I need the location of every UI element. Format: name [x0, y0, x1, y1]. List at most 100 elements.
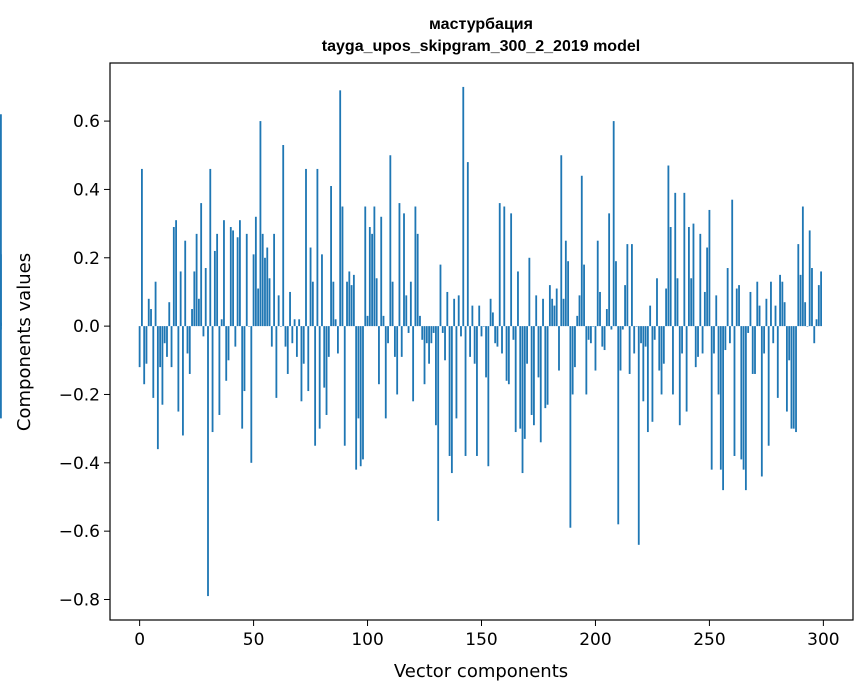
- bar-158: [498, 203, 501, 327]
- bar-297: [815, 319, 818, 327]
- bar-286: [790, 326, 793, 429]
- bar-225: [651, 326, 654, 422]
- bar-28: [202, 326, 205, 337]
- bar-119: [409, 281, 412, 327]
- bar-146: [471, 305, 474, 327]
- bar-213: [624, 285, 626, 327]
- bar-201: [596, 240, 599, 327]
- bar-11: [163, 326, 166, 344]
- bar-202: [599, 291, 601, 327]
- bar-198: [589, 326, 592, 344]
- bar-17: [177, 326, 180, 412]
- bar-107: [382, 315, 385, 327]
- bar-1: [141, 168, 143, 327]
- bar-142: [462, 86, 465, 327]
- bar-185: [560, 155, 563, 327]
- bar-290: [799, 274, 802, 327]
- bar-102: [371, 233, 374, 327]
- bar-169: [523, 326, 526, 439]
- bar-71: [300, 326, 303, 402]
- bar-66: [289, 291, 291, 327]
- bar-111: [391, 281, 394, 327]
- bar-137: [450, 326, 453, 474]
- bar-99: [364, 206, 367, 327]
- bar-2: [143, 326, 146, 385]
- bar-240: [685, 326, 688, 412]
- bar-187: [564, 240, 567, 327]
- x-tick-label: 0: [134, 630, 145, 650]
- bar-234: [672, 326, 674, 395]
- y-tick-label: −0.8: [59, 590, 100, 610]
- bar-3: [145, 326, 148, 364]
- bar-230: [662, 326, 665, 364]
- bar-278: [772, 326, 775, 344]
- bar-208: [612, 121, 615, 327]
- bar-161: [505, 326, 508, 381]
- bar-105: [378, 326, 380, 385]
- x-tick-label: 100: [351, 630, 383, 650]
- bar-126: [425, 326, 428, 344]
- bar-261: [733, 326, 736, 456]
- bar-268: [749, 291, 752, 327]
- bar-53: [259, 121, 262, 327]
- bar-108: [384, 326, 387, 419]
- bar-250: [708, 209, 711, 327]
- bar-270: [754, 326, 756, 374]
- bar-220: [640, 326, 642, 344]
- y-tick-label: 0.6: [73, 112, 100, 132]
- bar-34: [216, 233, 219, 327]
- bars-layer: [0, 86, 822, 597]
- bar-104: [375, 278, 378, 327]
- bar-154: [489, 298, 492, 327]
- bar-14: [170, 326, 173, 368]
- bar-30: [207, 326, 209, 597]
- chart-title-line-2: tayga_upos_skipgram_300_2_2019 model: [322, 38, 640, 55]
- bar-178: [544, 326, 547, 409]
- bar-226: [653, 326, 656, 340]
- bar-266: [744, 326, 747, 491]
- bar-271: [756, 281, 759, 327]
- bar-282: [781, 281, 784, 327]
- bar-7: [154, 281, 157, 327]
- bar-106: [380, 216, 383, 327]
- bar-214: [626, 244, 629, 327]
- bar-236: [676, 278, 679, 327]
- bar-68: [293, 319, 296, 327]
- bar-145: [469, 326, 472, 357]
- bar-294: [808, 230, 811, 327]
- bar-245: [697, 326, 699, 357]
- bar-260: [731, 199, 734, 327]
- bar-168: [521, 326, 524, 474]
- bar-222: [644, 326, 647, 347]
- bar-143: [464, 326, 467, 456]
- bar-95: [355, 326, 358, 470]
- bar-127: [428, 326, 430, 364]
- bar-47: [245, 233, 248, 327]
- bar-116: [403, 213, 405, 327]
- bar-57: [268, 278, 271, 327]
- bar-81: [323, 326, 326, 388]
- bar-70: [298, 319, 301, 327]
- bar-138: [453, 298, 456, 327]
- bar-269: [751, 326, 754, 374]
- bar-98: [362, 326, 364, 460]
- bar-264: [740, 326, 743, 460]
- bar-46: [243, 326, 246, 392]
- bar-5: [150, 309, 152, 327]
- bar-189: [569, 326, 572, 528]
- bar-188: [567, 261, 570, 327]
- bar-135: [446, 291, 449, 327]
- bar-252: [713, 326, 715, 354]
- bar-9: [159, 326, 162, 368]
- bar-287: [792, 326, 795, 429]
- bar-20: [184, 240, 187, 327]
- bar-253: [715, 295, 718, 327]
- bar-156: [494, 326, 497, 344]
- bar-54: [261, 233, 264, 327]
- bar-21: [186, 326, 189, 354]
- bar-210: [617, 326, 620, 525]
- bar-216: [631, 244, 633, 327]
- bar-103: [373, 206, 376, 327]
- bar-219: [637, 326, 640, 545]
